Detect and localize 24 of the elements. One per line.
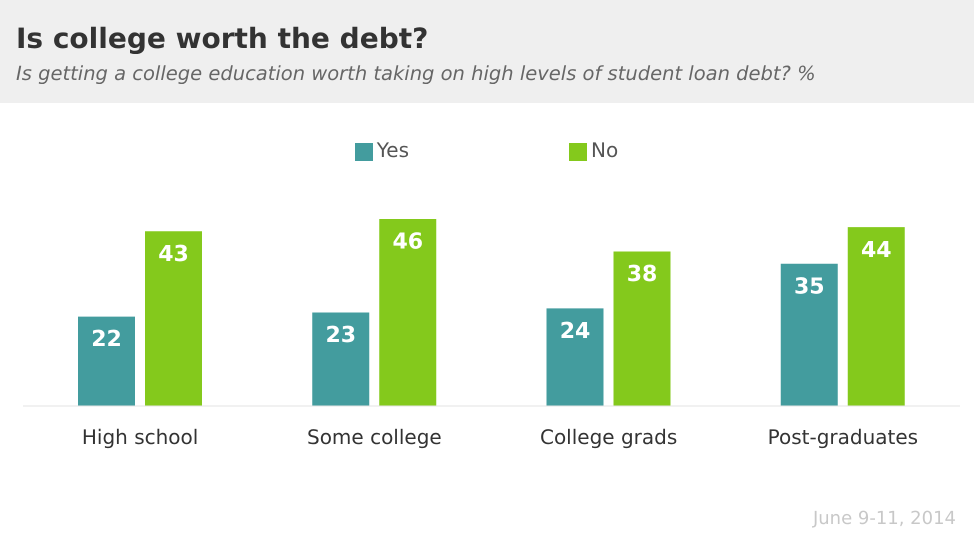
chart-subtitle: Is getting a college education worth taking on high levels of student loan debt? % xyxy=(16,62,816,85)
x-tick-label: Some college xyxy=(307,425,442,450)
bar xyxy=(78,316,135,406)
bar xyxy=(614,252,670,406)
x-tick-label: College grads xyxy=(540,425,678,450)
data-label: 43 xyxy=(158,242,189,267)
x-tick-label: High school xyxy=(82,425,198,450)
data-label: 44 xyxy=(860,238,892,263)
bar xyxy=(379,219,436,406)
bar xyxy=(848,227,905,406)
bar xyxy=(546,308,604,406)
data-label: 46 xyxy=(392,230,424,255)
data-label: 38 xyxy=(626,262,658,288)
bar xyxy=(145,231,202,406)
legend-label: Yes xyxy=(376,138,410,162)
x-tick-label: Post-graduates xyxy=(768,425,918,450)
data-label: 23 xyxy=(325,323,356,348)
data-label: 24 xyxy=(560,319,590,344)
bar xyxy=(780,264,838,406)
chart-title: Is college worth the debt? xyxy=(16,22,428,55)
data-label: 22 xyxy=(91,327,122,352)
data-label: 35 xyxy=(794,274,825,300)
bar xyxy=(312,312,370,406)
legend-label: No xyxy=(591,138,618,162)
